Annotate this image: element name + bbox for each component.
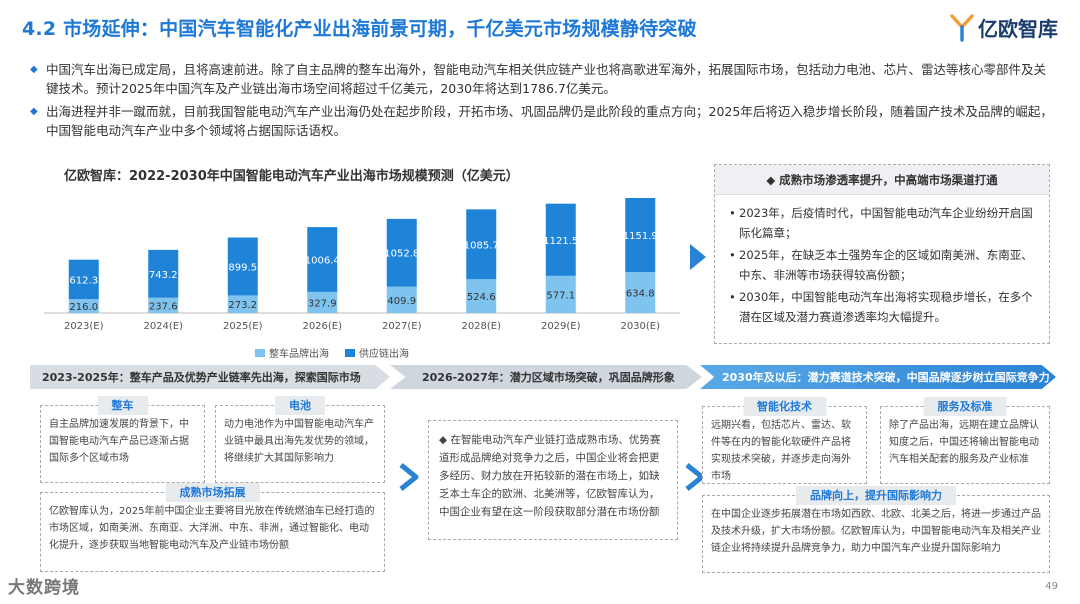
bar-segment <box>625 198 656 273</box>
panel-list-item: 2030年，中国智能电动汽车出海将实现稳步增长，在多个潜在区域及潜力赛道渗透率均… <box>729 287 1037 327</box>
phase-1-banner: 2023-2025年：整车产品及优势产业链率先出海，探索国际市场 <box>30 365 390 389</box>
bar-segment <box>68 259 99 300</box>
phase-2-banner: 2026-2027年：潜力区域市场突破，巩固品牌形象 <box>390 365 702 389</box>
panel-list-item: 2025年，在缺乏本土强势车企的区域如南美洲、东南亚、中东、非洲等市场获得较高份… <box>729 245 1037 285</box>
brand-upgrade-card: 品牌向上，提升国际影响力 在中国企业逐步拓展潜在市场如西欧、北欧、北美之后，将进… <box>702 486 1050 573</box>
x-tick-label: 2023(E) <box>64 321 104 332</box>
stacked-bar-chart: 216.0 612.3 2023(E) 237.6 743.2 2024(E) 273.2 8… <box>44 198 680 332</box>
legend-label: 整车品牌出海 <box>269 349 329 360</box>
data-label: 1085.7 <box>464 240 499 251</box>
bar-segment <box>466 279 497 313</box>
legend-swatch <box>255 348 265 357</box>
battery-card: 电池 动力电池作为中国智能电动汽车产业链中最具出海先发优势的领域，将继续扩大其国… <box>215 396 385 483</box>
intro-bullets: 中国汽车出海已成定局，且将高速前进。除了自主品牌的整车出海外，智能电动汽车相关供… <box>30 60 1055 144</box>
data-label: 1052.8 <box>384 249 419 260</box>
panel-heading: ◆ 成熟市场渗透率提升，中高端市场渠道打通 <box>715 165 1049 195</box>
bar-segment <box>466 209 497 280</box>
bar-segment <box>625 272 656 313</box>
legend-label: 供应链出海 <box>359 349 409 360</box>
card-tag: 服务及标准 <box>923 397 1007 416</box>
x-tick-label: 2029(E) <box>541 321 581 332</box>
legend-item: 供应链出海 <box>345 345 409 360</box>
card-tag: 品牌向上，提升国际影响力 <box>796 486 956 505</box>
bar-segment <box>545 203 576 276</box>
page-title: 4.2 市场延伸：中国汽车智能化产业出海前景可期，千亿美元市场规模静待突破 <box>22 18 697 40</box>
vehicle-card: 整车 自主品牌加速发展的背景下，中国智能电动汽车产品已逐渐占据国际多个区域市场 <box>40 396 205 483</box>
data-label: 524.6 <box>467 292 496 303</box>
card-text: 远期兴看，包括芯片、雷达、软件等在内的智能化软硬件产品将实现技术突破，并逐步走向… <box>711 420 851 482</box>
bar-segment <box>307 227 338 292</box>
card-tag: 整车 <box>97 396 148 415</box>
data-label: 273.2 <box>228 300 257 311</box>
data-label: 612.3 <box>69 275 98 286</box>
card-tag: 智能化技术 <box>743 397 826 416</box>
brand-logo: 亿欧智库 <box>950 13 1058 42</box>
bar-segment <box>68 299 99 313</box>
logo-icon <box>950 13 974 42</box>
card-text: 除了产品出海，远期在建立品牌认知度之后，中国还将输出智能电动汽车相关配套的服务及… <box>889 420 1039 465</box>
bar-segment <box>386 218 417 287</box>
chart-legend: 整车品牌出海 供应链出海 <box>255 345 409 360</box>
card-text: 在中国企业逐步拓展潜在市场如西欧、北欧、北美之后，将进一步通过产品及技术升级，扩… <box>711 509 1041 554</box>
data-label: 327.9 <box>308 298 337 309</box>
watermark: 大数跨境 <box>8 578 80 598</box>
data-label: 1121.5 <box>543 236 578 247</box>
data-label: 634.8 <box>626 289 655 300</box>
card-text: 自主品牌加速发展的背景下，中国智能电动汽车产品已逐渐占据国际多个区域市场 <box>49 419 189 464</box>
card-text: 亿欧智库认为，2025年前中国企业主要将目光放在传统燃油车已经打造的市场区域，如… <box>49 506 375 551</box>
forecast-summary-panel: ◆ 成熟市场渗透率提升，中高端市场渠道打通 2023年，后疫情时代，中国智能电动… <box>714 164 1050 344</box>
intro-bullet: 中国汽车出海已成定局，且将高速前进。除了自主品牌的整车出海外，智能电动汽车相关供… <box>30 60 1055 98</box>
data-label: 216.0 <box>69 302 98 313</box>
data-label: 577.1 <box>546 290 575 301</box>
page-number: 49 <box>1045 581 1058 592</box>
data-label: 1151.9 <box>623 231 658 242</box>
x-tick-label: 2024(E) <box>143 321 183 332</box>
bar-segment <box>545 275 576 313</box>
intro-bullet: 出海进程并非一蹴而就，目前我国智能电动汽车产业出海仍处在起步阶段，开拓市场、巩固… <box>30 102 1055 140</box>
bar-segment <box>307 291 338 313</box>
data-label: 1006.4 <box>305 256 340 267</box>
bar-segment <box>386 286 417 313</box>
service-standard-card: 服务及标准 除了产品出海，远期在建立品牌认知度之后，中国还将输出智能电动汽车相关… <box>880 397 1050 484</box>
bar-segment <box>148 297 179 313</box>
panel-list: 2023年，后疫情时代，中国智能电动汽车企业纷纷开启国际化篇章； 2025年，在… <box>715 195 1049 327</box>
card-text: 动力电池作为中国智能电动汽车产业链中最具出海先发优势的领域，将继续扩大其国际影响… <box>224 419 374 464</box>
bar-segment <box>227 237 258 296</box>
bar-segment <box>227 295 258 313</box>
logo-text: 亿欧智库 <box>978 17 1058 41</box>
panel-list-item: 2023年，后疫情时代，中国智能电动汽车企业纷纷开启国际化篇章； <box>729 203 1037 243</box>
card-tag: 电池 <box>275 396 325 415</box>
card-tag: 成熟市场拓展 <box>165 483 260 502</box>
x-tick-label: 2027(E) <box>382 321 422 332</box>
x-tick-label: 2028(E) <box>461 321 501 332</box>
phase-3-banner: 2030年及以后：潜力赛道技术突破，中国品牌逐步树立国际竞争力 <box>700 365 1056 389</box>
chart-title: 亿欧智库：2022-2030年中国智能电动汽车产业出海市场规模预测（亿美元） <box>64 169 519 184</box>
data-label: 237.6 <box>149 301 178 312</box>
intelligent-tech-card: 智能化技术 远期兴看，包括芯片、雷达、软件等在内的智能化软硬件产品将实现技术突破… <box>702 397 867 484</box>
arrow-right-icon <box>690 244 706 270</box>
potential-market-card: ◆ 在智能电动汽车产业链打造成熟市场、优势赛道形成品牌绝对竞争力之后，中国企业将… <box>428 420 678 540</box>
x-tick-label: 2030(E) <box>620 321 660 332</box>
data-label: 409.9 <box>387 296 416 307</box>
chevron-right-icon <box>399 463 419 491</box>
legend-swatch <box>345 348 355 357</box>
x-tick-label: 2025(E) <box>223 321 263 332</box>
legend-item: 整车品牌出海 <box>255 345 329 360</box>
x-tick-label: 2026(E) <box>302 321 342 332</box>
card-text: ◆ 在智能电动汽车产业链打造成熟市场、优势赛道形成品牌绝对竞争力之后，中国企业将… <box>439 434 661 518</box>
mature-market-card: 成熟市场拓展 亿欧智库认为，2025年前中国企业主要将目光放在传统燃油车已经打造… <box>40 483 385 572</box>
data-label: 899.5 <box>228 262 257 273</box>
bar-segment <box>148 249 179 298</box>
data-label: 743.2 <box>149 270 178 281</box>
